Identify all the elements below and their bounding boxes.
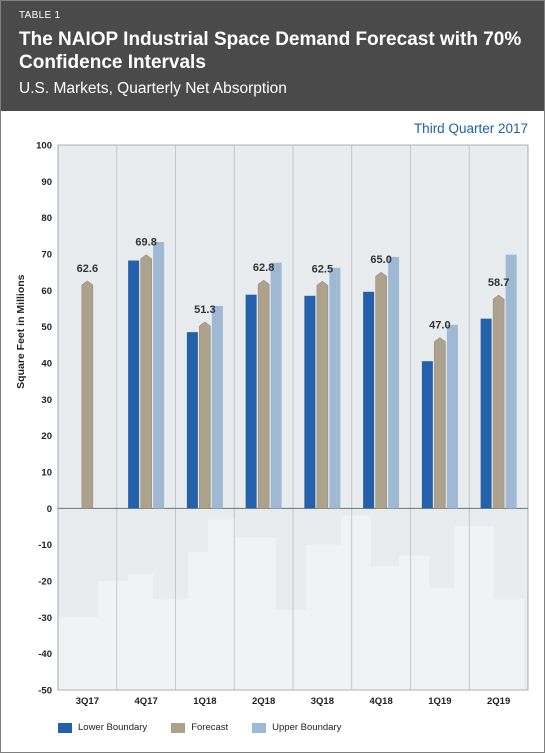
data-label: 47.0 bbox=[429, 320, 450, 332]
upper-bar bbox=[329, 267, 341, 509]
skyline-block bbox=[58, 617, 98, 690]
skyline-block bbox=[236, 537, 276, 690]
skyline-block bbox=[306, 544, 341, 690]
lower-bar bbox=[245, 294, 257, 509]
data-label: 62.6 bbox=[77, 263, 98, 275]
y-tick-label: 50 bbox=[41, 322, 52, 333]
lower-bar bbox=[480, 318, 492, 509]
lower-bar bbox=[186, 332, 198, 509]
forecast-bar bbox=[492, 294, 505, 509]
skyline-block bbox=[98, 581, 128, 690]
upper-bar bbox=[446, 324, 458, 509]
x-tick-label: 3Q17 bbox=[76, 696, 99, 707]
skyline-block bbox=[399, 555, 429, 690]
x-tick-label: 4Q18 bbox=[370, 696, 393, 707]
forecast-bar bbox=[140, 254, 152, 509]
data-label: 62.5 bbox=[312, 263, 333, 275]
legend-swatch-forecast bbox=[171, 722, 186, 733]
y-tick-label: 90 bbox=[41, 177, 52, 188]
table-label: TABLE 1 bbox=[19, 10, 61, 21]
lower-bar bbox=[421, 361, 433, 509]
period-label: Third Quarter 2017 bbox=[413, 121, 528, 136]
data-label: 62.8 bbox=[253, 262, 274, 274]
y-tick-label: 70 bbox=[41, 250, 52, 261]
skyline-block bbox=[429, 588, 454, 690]
legend-item-forecast: Forecast bbox=[171, 722, 228, 733]
forecast-bar bbox=[434, 337, 446, 509]
x-tick-label: 2Q18 bbox=[252, 696, 275, 707]
forecast-bar bbox=[257, 279, 270, 509]
skyline-block bbox=[371, 566, 399, 690]
forecast-bar bbox=[199, 321, 211, 509]
skyline-block bbox=[276, 610, 306, 690]
data-label: 58.7 bbox=[488, 277, 509, 289]
legend-label-lower: Lower Boundary bbox=[78, 722, 148, 733]
chart-subtitle: U.S. Markets, Quarterly Net Absorption bbox=[19, 80, 287, 97]
skyline-block bbox=[128, 573, 153, 690]
skyline-block bbox=[208, 519, 236, 690]
chart-legend: Lower Boundary Forecast Upper Boundary bbox=[58, 722, 365, 733]
legend-label-upper: Upper Boundary bbox=[272, 722, 342, 733]
upper-bar bbox=[388, 256, 400, 509]
forecast-bar bbox=[316, 280, 329, 509]
skyline-block bbox=[494, 599, 524, 690]
y-tick-label: 10 bbox=[41, 468, 52, 479]
skyline-block bbox=[153, 599, 188, 690]
skyline-block bbox=[454, 526, 494, 690]
upper-bar bbox=[505, 254, 517, 509]
legend-item-lower: Lower Boundary bbox=[58, 722, 147, 733]
forecast-bar bbox=[375, 271, 387, 509]
x-tick-label: 1Q18 bbox=[193, 696, 216, 707]
data-label: 65.0 bbox=[370, 254, 391, 266]
y-tick-label: 30 bbox=[41, 395, 52, 406]
data-label: 51.3 bbox=[194, 304, 215, 316]
legend-swatch-lower bbox=[58, 722, 72, 733]
x-tick-label: 2Q19 bbox=[487, 696, 510, 707]
upper-bar bbox=[270, 262, 282, 509]
y-tick-label: 20 bbox=[41, 431, 52, 442]
y-tick-label: -50 bbox=[38, 686, 52, 697]
upper-bar bbox=[211, 305, 223, 509]
x-tick-label: 4Q17 bbox=[135, 696, 158, 707]
legend-label-forecast: Forecast bbox=[191, 722, 229, 733]
chart-header: TABLE 1 The NAIOP Industrial Space Deman… bbox=[1, 1, 544, 111]
lower-bar bbox=[304, 295, 316, 509]
x-tick-label: 3Q18 bbox=[311, 696, 334, 707]
y-axis-label: Square Feet in Millions bbox=[15, 274, 27, 389]
data-label: 69.8 bbox=[135, 237, 156, 249]
y-tick-label: 100 bbox=[36, 141, 52, 152]
y-tick-label: 0 bbox=[47, 504, 52, 515]
y-tick-label: -30 bbox=[38, 613, 52, 624]
y-tick-label: -10 bbox=[38, 540, 52, 551]
skyline-block bbox=[188, 551, 208, 690]
skyline-block bbox=[341, 515, 371, 690]
y-tick-label: -20 bbox=[38, 577, 52, 588]
y-tick-label: 60 bbox=[41, 286, 52, 297]
legend-item-upper: Upper Boundary bbox=[252, 722, 341, 733]
y-tick-label: -40 bbox=[38, 649, 52, 660]
lower-bar bbox=[363, 291, 375, 509]
x-tick-label: 1Q19 bbox=[428, 696, 451, 707]
y-tick-label: 40 bbox=[41, 359, 52, 370]
chart-title: The NAIOP Industrial Space Demand Foreca… bbox=[19, 29, 522, 73]
lower-bar bbox=[128, 260, 140, 509]
plot-border bbox=[57, 144, 529, 691]
y-tick-label: 80 bbox=[41, 213, 52, 224]
upper-bar bbox=[153, 242, 165, 509]
legend-swatch-upper bbox=[252, 722, 267, 733]
forecast-bar bbox=[81, 280, 94, 509]
